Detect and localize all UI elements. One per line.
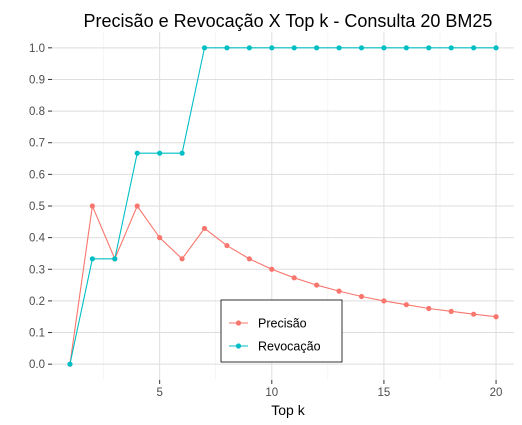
y-tick-label: 0.7 (29, 138, 45, 150)
series-line (69, 47, 497, 365)
data-point (291, 45, 297, 51)
y-tick-label: 0.5 (29, 201, 45, 213)
x-axis-label: Top k (271, 402, 305, 418)
data-point (134, 203, 140, 209)
x-tick-label: 15 (378, 387, 391, 399)
data-point (314, 45, 320, 51)
series-line (69, 203, 497, 365)
data-point (493, 45, 499, 51)
y-tick-label: 1.0 (29, 43, 45, 55)
chart-title: Precisão e Revocação X Top k - Consulta … (84, 11, 493, 31)
data-point (381, 298, 387, 304)
legend-item: Revocação (229, 340, 321, 354)
data-point (246, 256, 252, 262)
y-tick-label: 0.4 (29, 233, 46, 245)
y-tick-label: 0.9 (29, 74, 45, 86)
data-point (336, 288, 342, 294)
data-point (179, 150, 185, 156)
data-point (358, 45, 365, 51)
data-point (112, 256, 118, 262)
legend-label: Precisão (258, 317, 307, 331)
legend-item: Precisão (229, 317, 307, 331)
data-point (426, 305, 432, 312)
y-tick-label: 0.1 (29, 328, 45, 340)
data-point (179, 256, 185, 262)
data-point (291, 275, 297, 281)
y-tick-label: 0.6 (29, 169, 45, 181)
y-tick-label: 0.8 (29, 106, 45, 118)
data-point (403, 302, 409, 308)
data-point (381, 45, 387, 51)
data-point (269, 45, 275, 51)
data-point (89, 203, 95, 209)
legend-key-point (235, 320, 242, 326)
x-tick-label: 20 (490, 387, 503, 399)
data-point (493, 314, 499, 320)
data-point (157, 235, 163, 241)
series-layer (67, 45, 499, 367)
legend-key-point (235, 343, 242, 349)
data-point (67, 361, 73, 367)
data-point (358, 293, 365, 300)
data-point (471, 45, 477, 51)
data-point (314, 282, 320, 288)
data-point (448, 45, 454, 51)
data-point (426, 45, 432, 51)
series-revocacao (67, 45, 499, 367)
y-axis-ticks: 0.0 0.1 0.2 0.3 0.4 0.5 0.6 0.7 0.8 0.9 1.0 (29, 43, 52, 371)
data-point (403, 45, 409, 51)
data-point (201, 45, 208, 51)
data-point (471, 311, 477, 317)
y-tick-label: 0.0 (29, 359, 45, 371)
legend: Precisão Revocação (220, 299, 343, 363)
x-tick-label: 10 (265, 387, 278, 399)
data-point (201, 225, 208, 232)
legend-items: Precisão Revocação (229, 317, 321, 354)
data-point (269, 266, 275, 272)
data-point (134, 150, 140, 156)
x-tick-label: 5 (156, 387, 162, 399)
data-point (89, 256, 95, 262)
data-point (224, 242, 230, 249)
y-tick-label: 0.2 (29, 296, 45, 308)
legend-label: Revocação (258, 340, 321, 354)
data-point (246, 45, 252, 51)
data-point (224, 45, 230, 51)
y-tick-label: 0.3 (29, 264, 45, 276)
data-point (157, 150, 163, 156)
data-point (336, 45, 342, 51)
x-axis-ticks: 5 10 15 20 (156, 380, 502, 399)
data-point (448, 308, 454, 314)
legend-box (220, 299, 343, 363)
